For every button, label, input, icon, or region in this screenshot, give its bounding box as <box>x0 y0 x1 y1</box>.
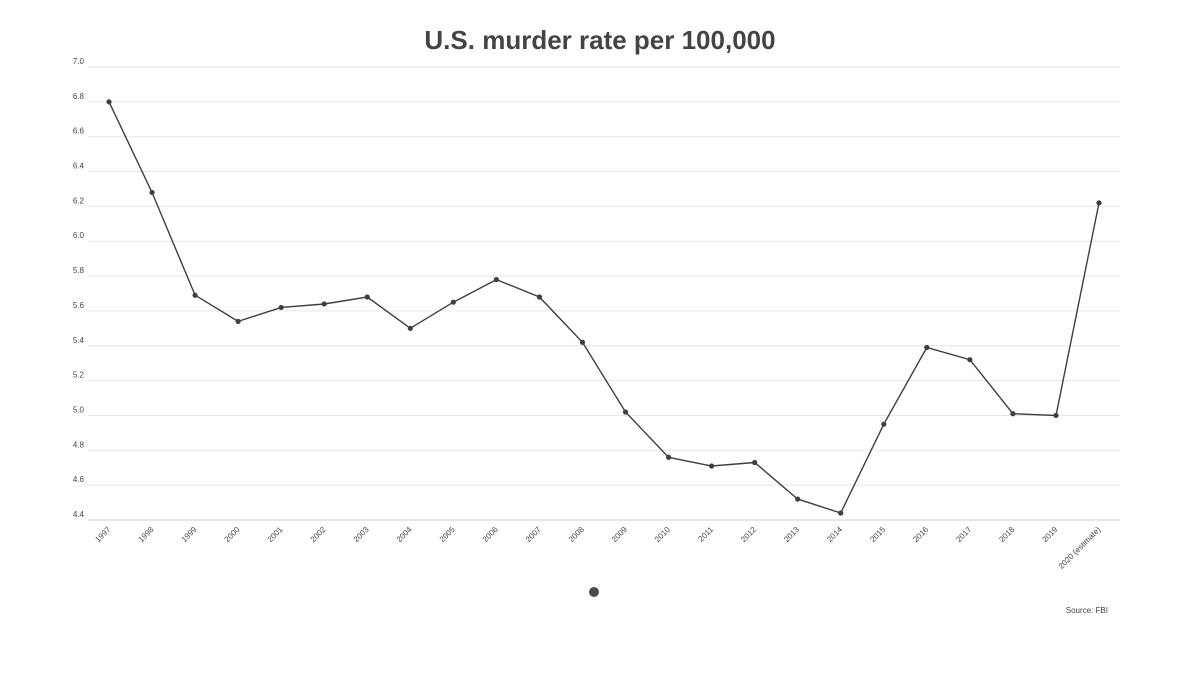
data-point[interactable] <box>838 510 844 516</box>
data-point[interactable] <box>665 454 672 460</box>
y-tick-label: 5.6 <box>73 301 85 310</box>
data-point[interactable] <box>493 276 499 283</box>
data-point[interactable] <box>622 409 629 415</box>
data-point[interactable] <box>321 301 327 307</box>
data-point[interactable] <box>364 294 370 300</box>
y-tick-label: 4.6 <box>73 475 85 484</box>
legend-marker[interactable] <box>589 587 599 597</box>
x-tick-label: 2012 <box>739 525 758 544</box>
data-point[interactable] <box>106 99 112 105</box>
x-tick-label: 1997 <box>93 525 112 544</box>
x-tick-label: 2005 <box>438 525 457 544</box>
y-tick-label: 5.4 <box>73 336 85 345</box>
x-tick-label: 2013 <box>782 525 801 544</box>
chart-title: U.S. murder rate per 100,000 <box>424 25 775 55</box>
data-point[interactable] <box>235 318 241 324</box>
y-tick-label: 6.2 <box>73 196 85 205</box>
x-tick-label: 2017 <box>954 525 973 544</box>
data-point[interactable] <box>450 299 456 305</box>
data-point[interactable] <box>1010 411 1016 417</box>
y-tick-label: 6.8 <box>73 92 85 101</box>
y-tick-label: 6.0 <box>73 231 85 240</box>
y-tick-label: 5.2 <box>73 371 85 380</box>
data-point[interactable] <box>967 357 973 363</box>
data-point[interactable] <box>881 421 887 427</box>
data-point[interactable] <box>1053 412 1059 419</box>
data-point[interactable] <box>924 344 930 351</box>
data-point[interactable] <box>192 292 198 298</box>
x-tick-label: 1998 <box>137 525 156 544</box>
x-tick-label: 2015 <box>868 525 887 544</box>
data-point[interactable] <box>579 339 586 345</box>
x-tick-label: 2016 <box>911 525 930 544</box>
x-tick-label: 2004 <box>395 525 414 544</box>
y-tick-label: 5.8 <box>73 266 85 275</box>
x-tick-label: 2019 <box>1040 525 1059 544</box>
data-point[interactable] <box>1096 200 1102 206</box>
x-tick-label: 2006 <box>481 525 500 544</box>
y-tick-label: 5.0 <box>73 405 85 414</box>
y-tick-label: 7.0 <box>73 57 85 66</box>
data-point[interactable] <box>407 325 413 331</box>
y-tick-label: 6.6 <box>73 127 85 136</box>
data-points <box>106 99 1102 516</box>
y-axis: 4.4 4.6 4.8 5.0 5.2 5.4 5.6 5.8 6.0 6.2 6.4 6.6 6.8 7… <box>73 57 85 519</box>
x-tick-label: 1999 <box>180 525 199 544</box>
x-tick-label: 2020 (estimate) <box>1057 525 1103 571</box>
x-tick-label: 2007 <box>524 525 543 544</box>
x-tick-label: 2011 <box>696 525 715 544</box>
data-point[interactable] <box>536 294 543 300</box>
x-tick-label: 2010 <box>653 525 672 544</box>
data-point[interactable] <box>752 459 758 466</box>
data-point[interactable] <box>709 463 715 469</box>
x-tick-label: 2001 <box>266 525 285 544</box>
gridlines <box>88 66 1120 521</box>
x-tick-label: 2014 <box>825 525 844 544</box>
x-tick-label: 2009 <box>610 525 629 544</box>
source-label: Source: FBI <box>1066 606 1108 615</box>
x-tick-label: 2018 <box>997 525 1016 544</box>
y-tick-label: 4.4 <box>73 510 85 519</box>
data-point[interactable] <box>278 304 284 311</box>
series-line <box>108 101 1100 514</box>
y-tick-label: 6.4 <box>73 162 85 171</box>
data-point[interactable] <box>149 189 155 196</box>
data-point[interactable] <box>795 496 801 502</box>
x-axis: 1997 1998 1999 2000 2001 2002 2003 2004 2005 2006… <box>93 525 1102 571</box>
x-tick-label: 2008 <box>567 525 586 544</box>
x-tick-label: 2002 <box>309 525 328 544</box>
x-tick-label: 2000 <box>223 525 242 544</box>
y-tick-label: 4.8 <box>73 440 85 449</box>
x-tick-label: 2003 <box>352 525 371 544</box>
